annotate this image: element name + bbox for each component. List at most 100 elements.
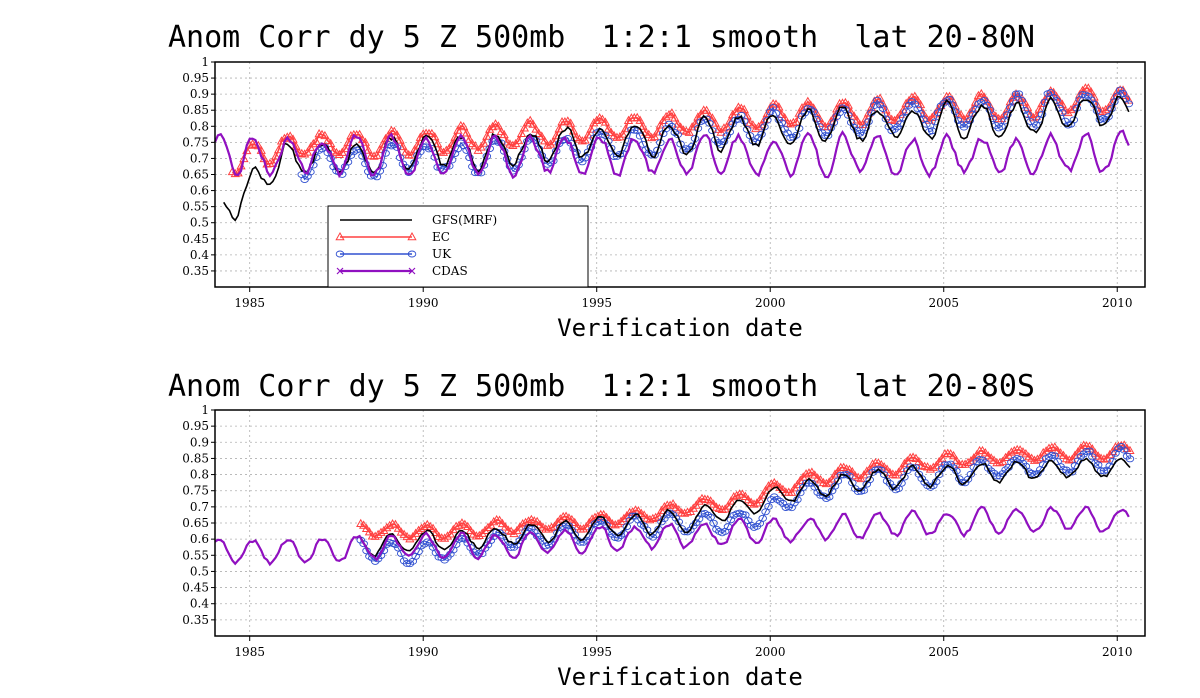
data-point — [973, 90, 984, 100]
legend: GFS(MRF) EC UK CDAS — [327, 205, 589, 288]
data-point — [812, 115, 821, 123]
y-tick-label: 0.55 — [182, 548, 209, 562]
series-line — [214, 505, 1130, 567]
data-point — [1021, 449, 1031, 458]
y-tick-label: 0.95 — [182, 71, 209, 85]
chart-panel-nh: Anom Corr dy 5 Z 500mb 1:2:1 smooth lat … — [168, 20, 1146, 342]
y-tick-label: 0.5 — [190, 564, 209, 578]
data-point — [648, 533, 658, 541]
y-tick-label: 0.8 — [190, 119, 209, 133]
data-point — [725, 128, 734, 136]
data-point — [679, 508, 690, 517]
chart-panel-sh: Anom Corr dy 5 Z 500mb 1:2:1 smooth lat … — [168, 369, 1146, 691]
legend-label: GFS(MRF) — [432, 213, 497, 227]
data-point — [644, 129, 654, 138]
data-point — [960, 479, 970, 487]
data-point — [655, 120, 665, 129]
y-tick-label: 0.55 — [182, 200, 209, 214]
data-point — [364, 527, 375, 536]
data-point — [477, 528, 487, 537]
x-axis-ticks: 1985 1990 1995 2000 2005 2010 — [234, 636, 1133, 659]
legend-item: CDAS — [336, 264, 468, 278]
data-point — [540, 136, 550, 145]
legend-label: UK — [432, 247, 452, 261]
data-point — [442, 531, 453, 540]
data-point — [1037, 110, 1047, 118]
data-point — [387, 519, 398, 528]
data-point — [686, 526, 695, 534]
data-point — [600, 117, 611, 126]
data-point — [370, 531, 380, 540]
data-point — [937, 453, 947, 462]
data-point — [359, 540, 368, 548]
data-point — [532, 516, 542, 526]
data-point — [645, 531, 655, 539]
data-point — [1020, 97, 1030, 106]
data-point — [1038, 447, 1048, 457]
data-point — [230, 168, 240, 178]
data-point — [671, 514, 681, 522]
data-point — [385, 520, 395, 530]
data-point — [369, 151, 379, 160]
data-point — [675, 122, 686, 131]
x-axis-label: Verification date — [557, 663, 803, 691]
data-point — [438, 147, 449, 156]
data-point — [389, 126, 399, 135]
data-point — [914, 456, 924, 466]
data-point — [459, 121, 469, 131]
legend-label: EC — [432, 230, 450, 244]
data-point — [381, 149, 390, 157]
data-point — [581, 521, 591, 531]
data-point — [511, 165, 520, 173]
data-point — [649, 131, 660, 141]
data-point — [1117, 443, 1126, 450]
data-point — [500, 522, 510, 531]
data-point — [907, 92, 917, 101]
series-cdas — [213, 129, 1130, 180]
data-point — [271, 151, 281, 160]
data-point — [746, 521, 756, 529]
data-point — [311, 136, 321, 145]
data-point — [930, 109, 940, 118]
data-point — [1125, 455, 1135, 463]
data-point — [755, 494, 765, 504]
data-point — [972, 458, 981, 466]
data-point — [474, 530, 484, 540]
data-point — [763, 116, 772, 124]
data-point — [583, 130, 593, 139]
data-point — [896, 463, 907, 472]
data-point — [1090, 448, 1100, 457]
y-tick-label: 0.4 — [190, 597, 209, 611]
data-point — [276, 136, 287, 145]
series-gfs-mrf — [359, 457, 1131, 558]
data-point — [638, 121, 648, 130]
data-point — [525, 115, 535, 124]
data-point — [463, 521, 473, 531]
data-point — [809, 108, 818, 116]
data-point — [1076, 443, 1086, 452]
data-point — [302, 147, 313, 156]
data-point — [519, 123, 530, 132]
data-point — [694, 496, 704, 505]
data-point — [786, 487, 797, 496]
data-point — [1085, 447, 1094, 455]
legend-marker — [407, 250, 417, 258]
data-point — [444, 143, 454, 152]
data-point — [441, 145, 451, 154]
data-point — [616, 516, 626, 525]
data-point — [1084, 92, 1093, 100]
data-point — [951, 108, 960, 116]
data-point — [861, 124, 870, 132]
data-point — [401, 147, 411, 156]
data-point — [613, 518, 623, 528]
data-point — [450, 132, 460, 141]
data-point — [868, 468, 877, 476]
data-point — [439, 533, 450, 542]
data-point — [580, 154, 590, 162]
data-point — [740, 491, 751, 500]
data-point — [914, 470, 924, 478]
data-point — [821, 478, 831, 488]
data-point — [670, 129, 680, 136]
data-point — [965, 117, 975, 125]
